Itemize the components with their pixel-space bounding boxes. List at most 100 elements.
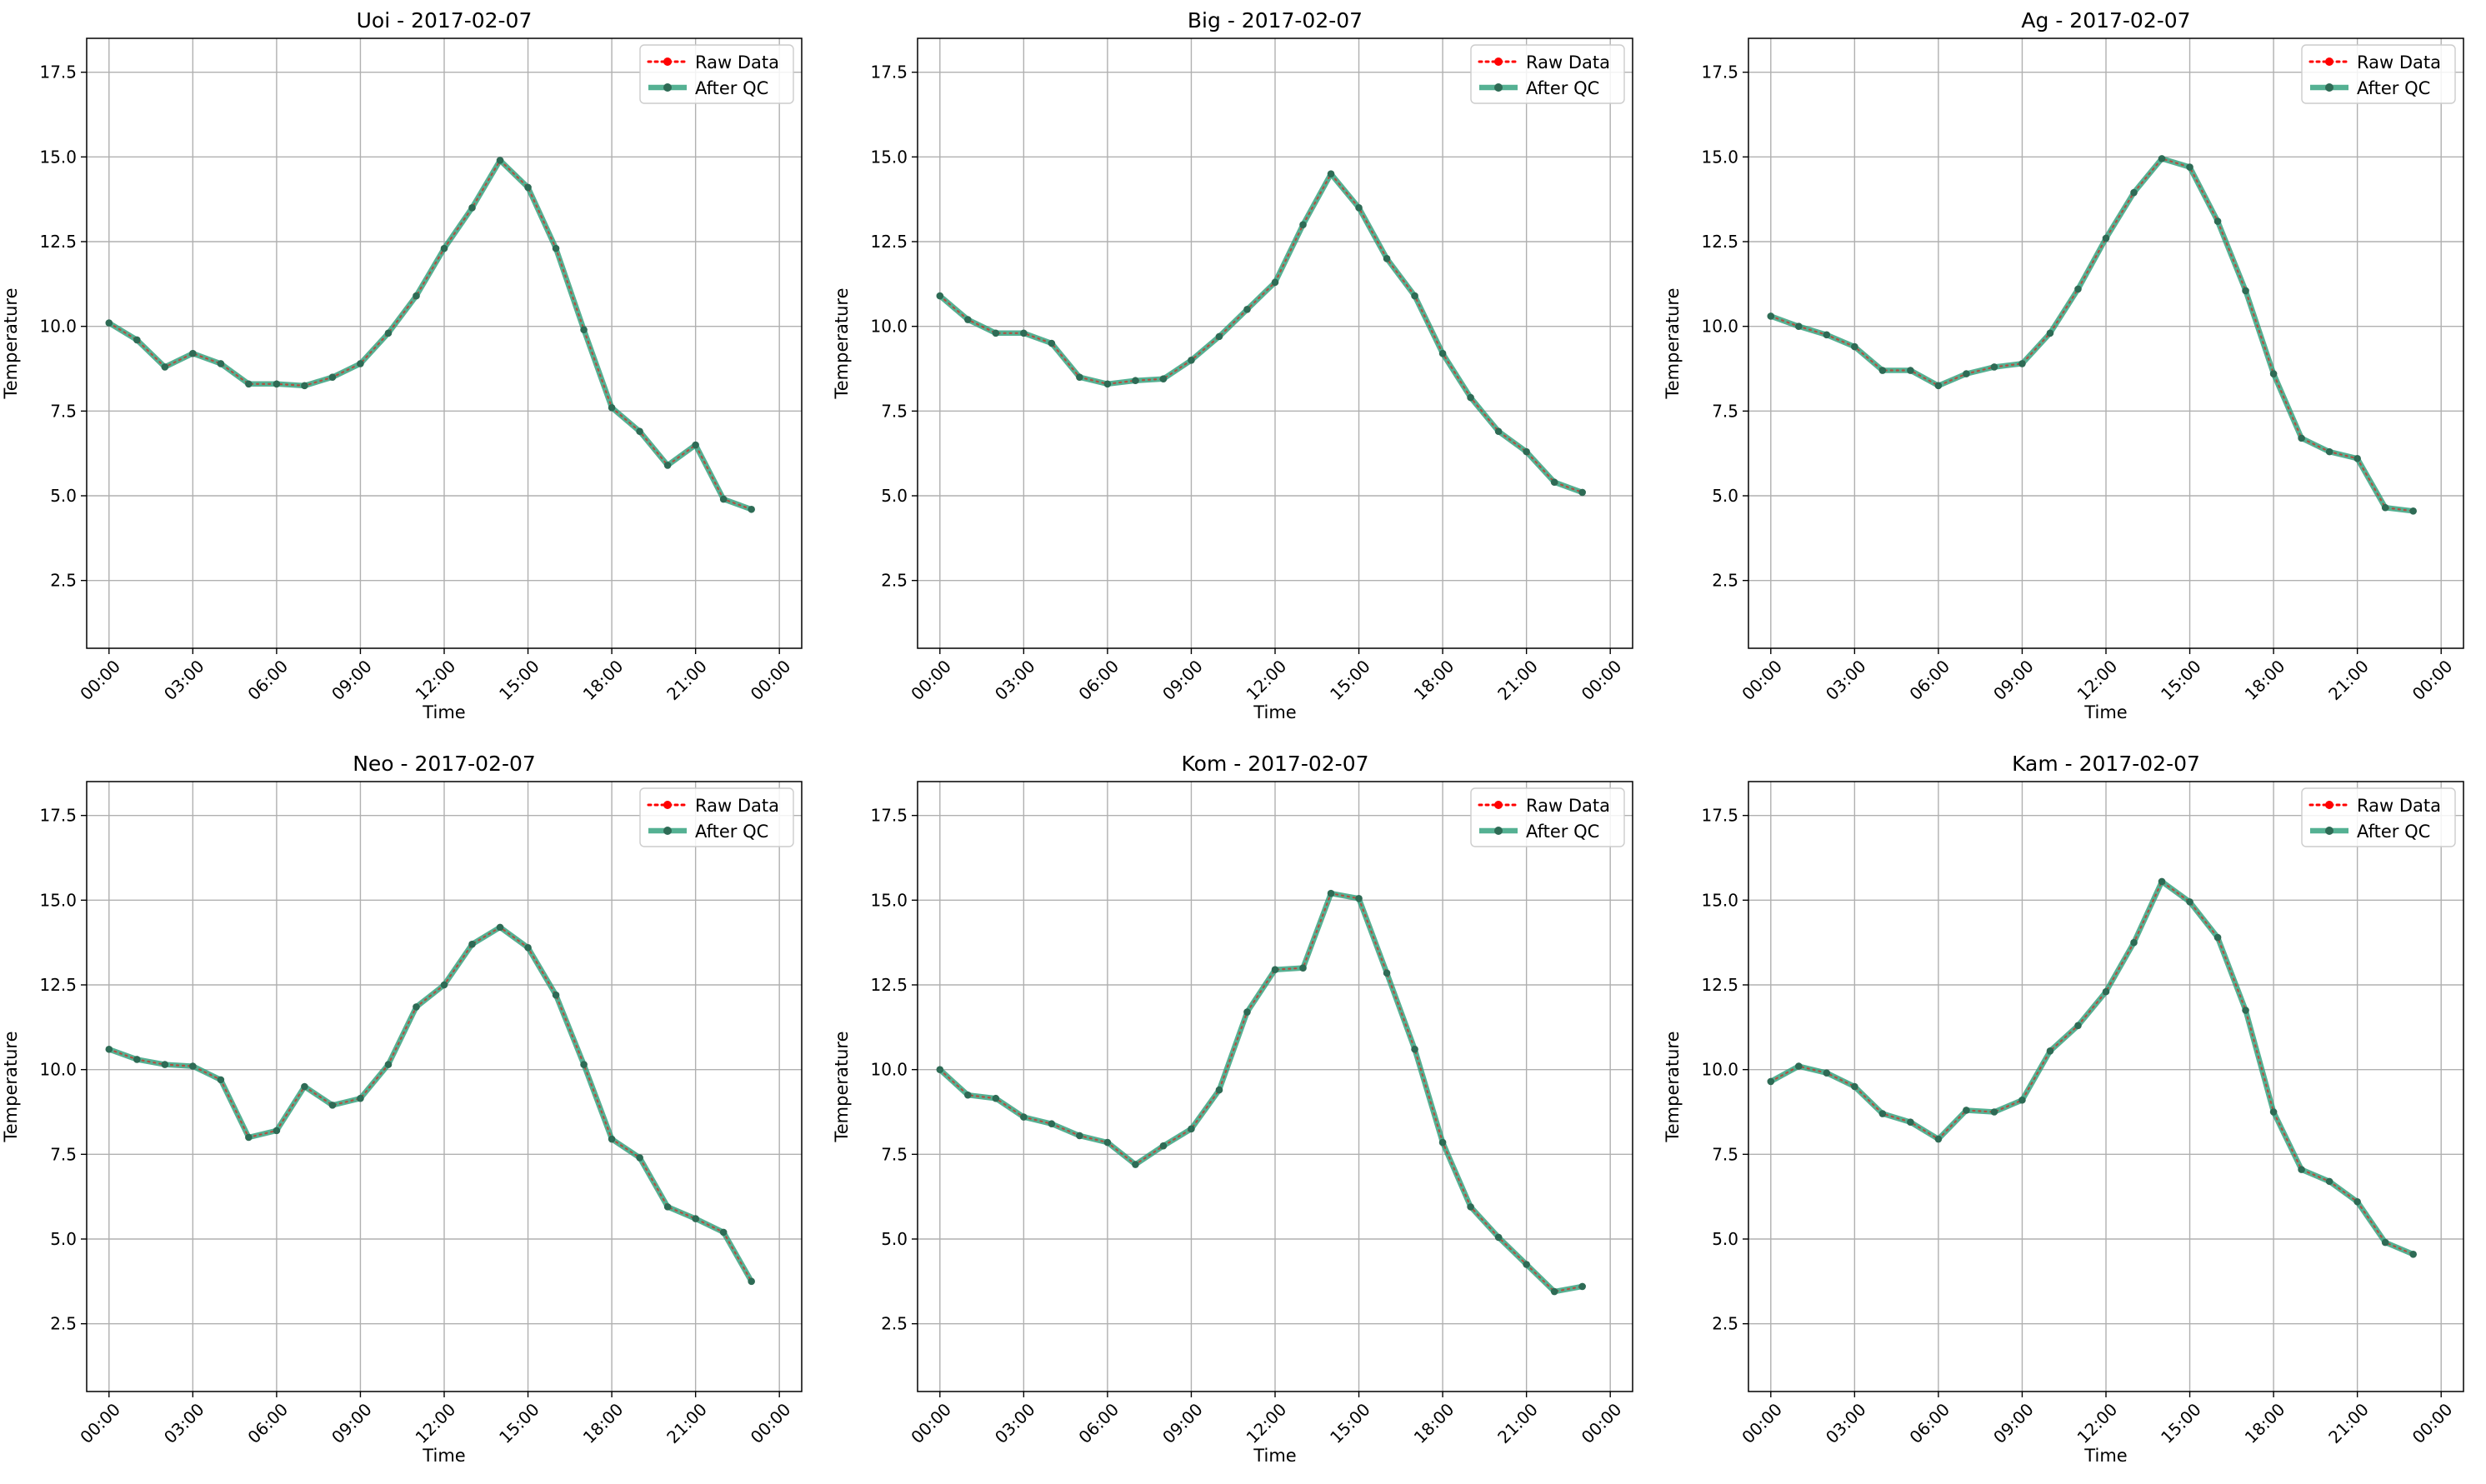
data-point-after-qc <box>2074 285 2082 293</box>
data-point-after-qc <box>1467 1203 1474 1211</box>
legend-marker-after-qc <box>2325 83 2333 92</box>
y-tick-label: 10.0 <box>870 1060 908 1080</box>
chart-panel-6: 00:00 03:00 06:00 09:00 12:00 15:00 18:00 21:00… <box>1663 752 2464 1466</box>
x-tick-label: 21:00 <box>2324 1399 2373 1447</box>
series-line-after-qc <box>108 924 754 1283</box>
data-point-after-qc <box>1578 1282 1586 1291</box>
y-axis-label: Temperature <box>832 1031 852 1142</box>
legend-label-raw-data: Raw Data <box>695 796 779 816</box>
y-tick-label: 12.5 <box>39 232 77 252</box>
data-point-after-qc <box>2353 1197 2361 1206</box>
legend: Raw Data After QC <box>639 44 794 104</box>
x-axis-label: Time <box>2083 1446 2127 1466</box>
y-tick-label: 10.0 <box>1701 317 1738 337</box>
data-point-after-qc <box>1076 1132 1083 1140</box>
x-tick-label: 09:00 <box>1989 656 2038 704</box>
data-point-after-qc <box>1550 1287 1558 1296</box>
data-point-after-qc <box>1878 367 1887 374</box>
data-point-after-qc <box>1355 895 1363 902</box>
legend: Raw Data After QC <box>1470 787 1625 847</box>
data-point-after-qc <box>1271 278 1279 287</box>
x-tick-label: 15:00 <box>1326 1399 1374 1447</box>
y-tick-label: 5.0 <box>1712 486 1738 506</box>
data-point-after-qc <box>2325 1177 2333 1186</box>
data-point-after-qc <box>524 183 532 192</box>
x-tick-label: 21:00 <box>1493 656 1542 704</box>
data-point-after-qc <box>1523 447 1530 456</box>
data-point-after-qc <box>413 1003 420 1011</box>
data-point-after-qc <box>1878 1110 1887 1117</box>
x-tick-label: 06:00 <box>1074 656 1123 704</box>
data-point-after-qc <box>496 923 504 932</box>
data-point-after-qc <box>748 505 755 513</box>
y-tick-label: 2.5 <box>881 571 908 591</box>
chart-title: Uoi - 2017-02-07 <box>357 8 533 32</box>
legend-label-after-qc: After QC <box>1526 822 1599 842</box>
legend: Raw Data After QC <box>639 787 794 847</box>
data-point-after-qc <box>2213 217 2222 225</box>
data-point-after-qc <box>2269 1108 2278 1116</box>
y-tick-label: 5.0 <box>50 486 77 506</box>
x-tick-label: 06:00 <box>243 1399 292 1447</box>
x-axis-label: Time <box>1253 702 1296 722</box>
data-point-after-qc <box>2269 370 2278 377</box>
y-tick-label: 10.0 <box>39 317 77 337</box>
data-point-after-qc <box>1767 1077 1775 1086</box>
series-line-after-qc <box>1769 878 2414 1257</box>
data-point-after-qc <box>2018 360 2026 367</box>
data-point-after-qc <box>2242 1007 2249 1014</box>
x-tick-label: 12:00 <box>412 1399 460 1447</box>
data-point-after-qc <box>1990 363 1998 371</box>
x-tick-label: 09:00 <box>1158 1399 1207 1447</box>
data-point-after-qc <box>1299 964 1307 972</box>
data-point-after-qc <box>1494 427 1503 436</box>
data-point-after-qc <box>468 204 476 212</box>
data-point-after-qc <box>1159 375 1168 383</box>
data-point-after-qc <box>552 244 560 252</box>
data-point-after-qc <box>273 1127 281 1135</box>
y-axis-label: Temperature <box>1 1031 21 1142</box>
series-line-raw-data <box>108 158 753 511</box>
chart-panel-4: 00:00 03:00 06:00 09:00 12:00 15:00 18:00 21:00… <box>1 752 803 1466</box>
data-point-after-qc <box>133 336 141 344</box>
x-axis-label: Time <box>2083 702 2127 722</box>
legend-marker-after-qc <box>2325 827 2333 835</box>
data-point-after-qc <box>161 363 169 371</box>
data-point-after-qc <box>1020 329 1028 337</box>
data-point-after-qc <box>2102 987 2110 996</box>
chart-panel-2: 00:00 03:00 06:00 09:00 12:00 15:00 18:00 21:00… <box>832 8 1633 722</box>
chart-panel-1: 00:00 03:00 06:00 09:00 12:00 15:00 18:00 21:00… <box>1 8 803 722</box>
data-point-after-qc <box>1823 331 1831 339</box>
y-axis-label: Temperature <box>832 287 852 399</box>
x-tick-label: 12:00 <box>412 656 460 704</box>
series-line-raw-data <box>938 892 1583 1293</box>
data-point-after-qc <box>384 329 393 337</box>
legend: Raw Data After QC <box>1470 44 1625 104</box>
data-point-after-qc <box>608 403 616 412</box>
chart-title: Kam - 2017-02-07 <box>2012 752 2200 776</box>
data-point-after-qc <box>1103 1138 1112 1147</box>
series-line-after-qc <box>1769 156 2414 514</box>
data-point-after-qc <box>1103 380 1112 388</box>
x-tick-label: 12:00 <box>1243 1399 1291 1447</box>
data-point-after-qc <box>1327 170 1335 177</box>
x-axis-label: Time <box>422 1446 465 1466</box>
data-point-after-qc <box>468 940 476 948</box>
data-point-after-qc <box>1795 322 1803 330</box>
data-point-after-qc <box>719 1228 728 1237</box>
data-point-after-qc <box>719 495 728 503</box>
data-point-after-qc <box>1020 1113 1028 1121</box>
data-point-after-qc <box>663 462 672 469</box>
y-tick-label: 12.5 <box>39 975 77 995</box>
data-point-after-qc <box>301 382 308 390</box>
data-point-after-qc <box>2046 1047 2054 1055</box>
x-tick-label: 00:00 <box>1578 656 1626 704</box>
x-tick-label: 18:00 <box>2241 1399 2289 1447</box>
x-tick-label: 00:00 <box>747 1399 795 1447</box>
legend-label-raw-data: Raw Data <box>695 52 779 72</box>
x-tick-label: 15:00 <box>2157 656 2205 704</box>
data-point-after-qc <box>1851 1082 1858 1091</box>
data-point-after-qc <box>413 292 420 300</box>
x-tick-label: 12:00 <box>1243 656 1291 704</box>
